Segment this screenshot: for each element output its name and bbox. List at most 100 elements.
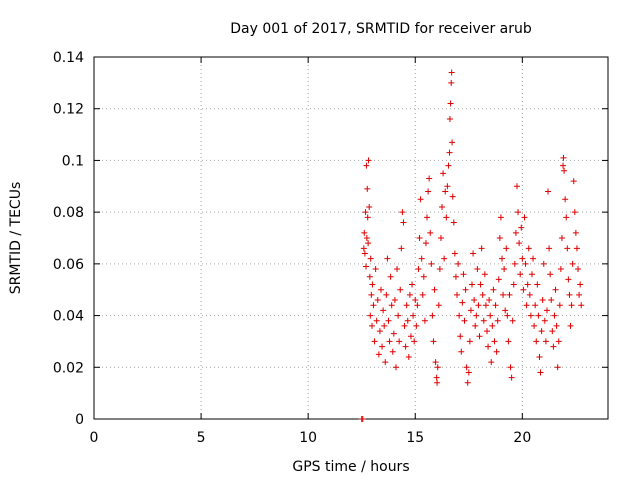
data-point-marker (418, 255, 425, 262)
data-point-marker (416, 235, 423, 241)
data-point-marker (434, 379, 441, 386)
data-point-marker (396, 338, 403, 345)
plot-frame (93, 56, 609, 420)
data-point-marker (530, 255, 537, 262)
data-point-marker (480, 317, 487, 324)
data-point-marker (569, 260, 576, 267)
data-point-marker (572, 229, 579, 236)
data-point-marker (465, 369, 472, 376)
data-point-marker (441, 255, 448, 262)
y-tick-label: 0.04 (53, 309, 84, 325)
data-point-marker (434, 364, 441, 371)
y-tick-label: 0.1 (62, 153, 84, 169)
data-point-marker (449, 193, 456, 200)
data-point-marker (507, 364, 514, 371)
data-point-marker (369, 281, 376, 288)
data-point-marker (473, 312, 480, 319)
data-point-marker (496, 235, 503, 241)
data-point-marker (413, 322, 420, 329)
data-point-marker (400, 219, 407, 226)
data-point-marker (387, 273, 394, 280)
data-point-marker (552, 286, 559, 293)
data-point-marker (479, 291, 486, 298)
data-point-marker (446, 149, 453, 156)
data-point-marker (540, 260, 547, 267)
data-point-marker (526, 291, 533, 298)
data-point-marker (557, 266, 564, 273)
data-point-marker (380, 307, 387, 314)
data-point-marker (525, 245, 532, 252)
data-point-marker (444, 183, 451, 190)
data-point-marker (498, 255, 505, 262)
data-point-marker (381, 322, 388, 329)
data-point-marker (567, 322, 574, 329)
data-point-marker (395, 312, 402, 319)
data-point-marker (362, 263, 369, 270)
data-point-marker (476, 333, 483, 340)
data-point-marker (390, 330, 397, 337)
data-point-marker (502, 307, 509, 314)
data-point-marker (477, 281, 484, 288)
data-point-marker (474, 266, 481, 273)
data-point-marker (360, 245, 367, 252)
data-point-marker (518, 224, 525, 231)
x-tick-label: 0 (90, 430, 99, 446)
data-point-marker (370, 302, 377, 309)
data-point-marker (402, 343, 409, 350)
chart-title: Day 001 of 2017, SRMTID for receiver aru… (230, 21, 532, 37)
data-point-marker (374, 297, 381, 304)
data-point-marker (558, 235, 565, 241)
data-point-marker (466, 338, 473, 345)
data-point-marker (578, 302, 585, 309)
data-point-marker (430, 338, 437, 345)
data-point-marker (422, 240, 429, 247)
data-point-marker (364, 214, 371, 221)
data-point-marker (492, 302, 499, 309)
data-point-marker (433, 374, 440, 381)
data-point-marker (565, 276, 572, 283)
y-axis-label: SRMTID / TECUs (8, 182, 24, 295)
data-point-marker (361, 229, 368, 236)
data-point-marker (442, 188, 449, 195)
data-point-marker (451, 250, 458, 257)
data-point-marker (470, 250, 477, 257)
data-point-marker (443, 214, 450, 221)
data-point-marker (497, 214, 504, 221)
data-point-marker (573, 245, 580, 252)
data-point-marker (455, 260, 462, 267)
data-point-marker (541, 317, 548, 324)
data-point-marker (448, 79, 455, 86)
data-point-marker (570, 178, 577, 185)
data-point-marker (364, 185, 371, 192)
data-point-marker (398, 245, 405, 252)
data-point-marker (454, 291, 461, 298)
data-point-marker (471, 297, 478, 304)
data-point-marker (366, 203, 373, 210)
data-point-marker (546, 245, 553, 252)
data-point-marker (524, 281, 531, 288)
data-point-marker (543, 307, 550, 314)
data-point-marker (415, 266, 422, 273)
data-point-marker (510, 281, 517, 288)
data-point-marker (560, 154, 567, 161)
data-point-marker (449, 139, 456, 146)
data-point-marker (531, 322, 538, 329)
data-point-marker (475, 302, 482, 309)
data-point-marker (553, 322, 560, 329)
data-point-marker (568, 302, 575, 309)
data-point-marker (493, 348, 500, 355)
x-tick-label: 15 (406, 430, 424, 446)
data-point-marker (509, 317, 516, 324)
data-point-marker (456, 312, 463, 319)
data-point-marker (375, 351, 382, 358)
data-point-marker (547, 271, 554, 278)
data-point-marker (377, 286, 384, 293)
data-point-marker (435, 302, 442, 309)
data-point-marker (436, 266, 443, 273)
data-point-marker (388, 302, 395, 309)
data-point-marker (368, 322, 375, 329)
x-tick-label: 5 (197, 430, 206, 446)
data-point-marker (452, 273, 459, 280)
y-tick-label: 0.06 (53, 257, 84, 273)
data-point-marker (410, 312, 417, 319)
